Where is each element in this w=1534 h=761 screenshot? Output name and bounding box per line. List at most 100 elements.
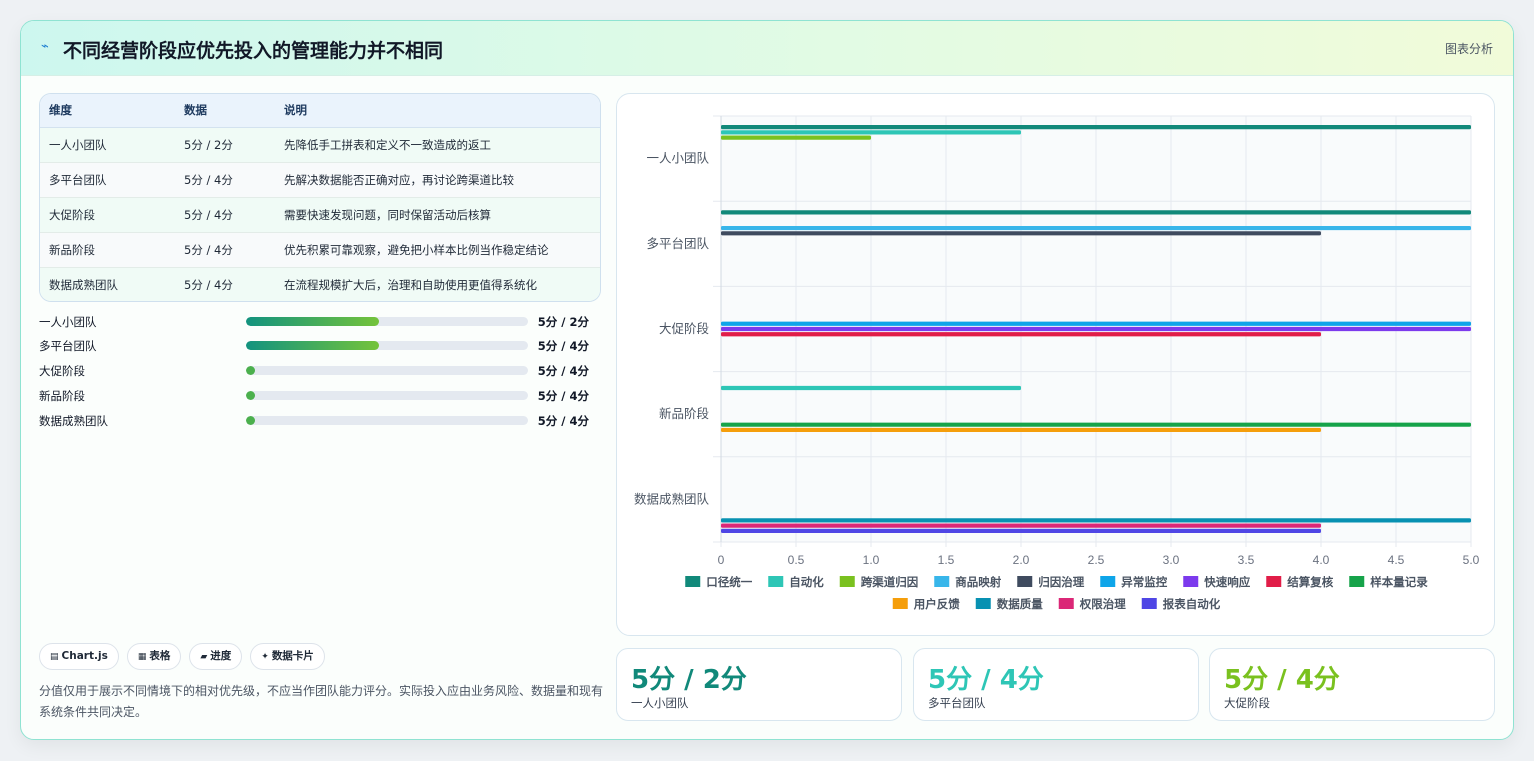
progress-track [246,391,528,400]
legend-label: 异常监控 [1121,575,1167,589]
cell-data: 5分 / 4分 [175,231,275,267]
bar [721,332,1321,337]
bar [721,210,1471,215]
stat-card: 5分 / 4分 大促阶段 [1209,648,1495,721]
x-tick-label: 4.0 [1313,553,1330,567]
bar [721,518,1471,523]
bar [721,427,1321,433]
chart-analysis-link[interactable]: 图表分析 [1444,42,1493,56]
progress-fill [246,341,379,350]
progress-value: 5分 / 4分 [537,389,589,403]
table-row: 数据成熟团队 5分 / 4分 在流程规模扩大后，治理和自助使用更值得系统化 [40,266,600,301]
category-label: 数据成熟团队 [634,491,710,506]
chart-icon: ▤ [50,652,59,662]
chip-table[interactable]: ▦ 表格 [126,643,182,670]
table-icon: ▦ [137,652,147,662]
legend-swatch [1100,576,1116,587]
table-row: 多平台团队 5分 / 4分 先解决数据能否正确对应，再讨论跨渠道比较 [40,161,600,197]
legend-swatch [1058,598,1074,609]
card-header: ⌁ 不同经营阶段应优先投入的管理能力并不相同 图表分析 [21,21,1513,76]
stat-value: 5分 / 2分 [631,665,747,695]
bar [721,125,1471,130]
x-tick-label: 3.5 [1238,553,1255,567]
table-row: 一人小团队 5分 / 2分 先降低手工拼表和定义不一致造成的返工 [40,126,600,162]
disclaimer-note: 分值仅用于展示不同情境下的相对优先级，不应当作团队能力评分。实际投入应由业务风险… [39,684,604,719]
stat-label: 多平台团队 [928,696,986,710]
chip-chartjs[interactable]: ▤ Chart.js [39,643,119,670]
table-header-row: 维度 数据 说明 [40,94,600,128]
chip-data-card[interactable]: ✦ 数据卡片 [250,643,325,670]
legend-label: 样本量记录 [1370,575,1428,589]
table-row: 新品阶段 5分 / 4分 优先积累可靠观察，避免把小样本比例当作稳定结论 [40,231,600,267]
cell-description: 需要快速发现问题，同时保留活动后核算 [275,196,600,232]
x-tick-label: 2.5 [1088,553,1105,567]
progress-track [246,317,528,326]
dashboard-card: ⌁ 不同经营阶段应优先投入的管理能力并不相同 图表分析 维度 数据 说明 一人小… [20,20,1514,740]
legend-label: 跨渠道归因 [861,575,919,589]
cell-description: 先降低手工拼表和定义不一致造成的返工 [275,126,600,162]
legend-label: 商品映射 [955,575,1001,589]
bar [721,225,1471,231]
category-label: 新品阶段 [659,406,709,421]
legend-label: 权限治理 [1079,597,1126,611]
x-tick-label: 3.0 [1163,553,1180,567]
chip-label: 表格 [149,650,171,662]
bar [721,231,1321,236]
x-tick-label: 0.5 [788,553,805,567]
legend-swatch [1017,576,1033,587]
legend-label: 结算复核 [1286,575,1333,589]
cell-description: 先解决数据能否正确对应，再讨论跨渠道比较 [275,161,600,197]
cell-dimension: 大促阶段 [40,196,175,232]
chip-label: 进度 [210,650,232,662]
bar [721,130,1021,135]
progress-label: 大促阶段 [39,364,85,378]
legend-swatch [934,576,950,587]
stat-card: 5分 / 2分 一人小团队 [616,648,902,721]
page-title: 不同经营阶段应优先投入的管理能力并不相同 [63,40,444,62]
column-header-data: 数据 [175,94,275,128]
cell-dimension: 一人小团队 [40,126,175,162]
legend-label: 归因治理 [1038,575,1084,589]
progress-track [246,366,528,375]
progress-label: 多平台团队 [39,339,97,353]
progress-label: 一人小团队 [39,315,97,329]
pulse-icon: ⌁ [41,39,49,54]
progress-track [246,341,528,350]
legend-label: 用户反馈 [913,597,960,611]
progress-fill [246,317,379,326]
bar [721,385,1021,391]
x-tick-label: 2.0 [1013,553,1030,567]
legend-swatch [1349,576,1365,587]
category-label: 多平台团队 [646,236,709,251]
chip-label: 数据卡片 [271,650,314,662]
chip-label: Chart.js [61,650,108,662]
chip-progress[interactable]: ▰ 进度 [189,643,243,670]
cell-dimension: 数据成熟团队 [40,266,175,301]
progress-dot [246,366,255,375]
x-tick-label: 4.5 [1388,553,1405,567]
progress-value: 5分 / 4分 [537,414,589,428]
legend-label: 快速响应 [1203,575,1250,589]
stat-value: 5分 / 4分 [1224,665,1340,695]
stat-card: 5分 / 4分 多平台团队 [913,648,1199,721]
legend-label: 口径统一 [706,575,752,589]
bar [721,135,871,140]
progress-label: 新品阶段 [39,389,85,403]
cell-data: 5分 / 4分 [175,161,275,197]
x-tick-label: 1.5 [938,553,955,567]
cell-description: 在流程规模扩大后，治理和自助使用更值得系统化 [275,266,600,301]
tag-chips: ▤ Chart.js ▦ 表格 ▰ 进度 ✦ 数据卡片 [39,643,325,671]
progress-label: 数据成熟团队 [39,414,108,428]
bar [721,326,1471,332]
x-tick-label: 0 [718,553,725,567]
bar [721,523,1321,528]
progress-value: 5分 / 2分 [537,315,589,329]
bar [721,528,1321,533]
cell-description: 优先积累可靠观察，避免把小样本比例当作稳定结论 [275,231,600,267]
progress-icon: ▰ [200,652,208,662]
legend-swatch [685,576,701,587]
sparkle-icon: ✦ [261,652,269,662]
column-header-dimension: 维度 [40,94,175,128]
legend-swatch [1183,576,1199,587]
stat-label: 一人小团队 [631,696,689,710]
